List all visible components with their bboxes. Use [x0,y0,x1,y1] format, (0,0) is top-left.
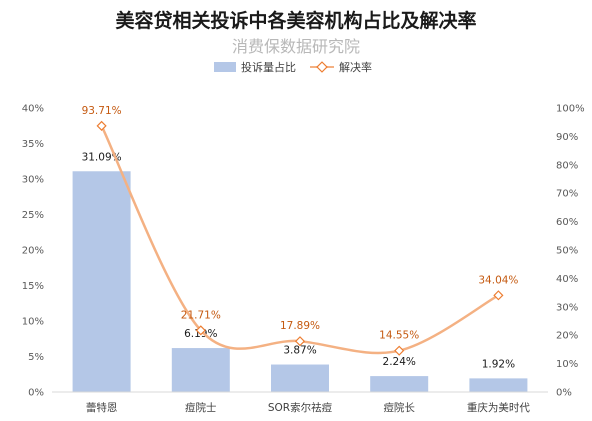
chart-subtitle: 消费保数据研究院 [232,37,360,56]
right-axis: 0% 10% 20% 30% 40% 50% 60% 70% 80% 90% 100% [556,104,585,399]
right-tick-label: 80% [556,160,578,171]
bar [370,376,429,392]
bar-value-label: 2.24% [383,356,416,368]
category-label: 重庆为美时代 [467,401,530,414]
bar-value-label: 31.09% [82,151,122,163]
left-tick-label: 0% [28,388,44,399]
line-value-label: 21.71% [181,309,221,321]
line-value-label: 17.89% [280,320,320,332]
right-tick-label: 40% [556,274,578,285]
right-tick-label: 20% [556,331,578,342]
bar [171,348,230,392]
category-axis: 蕾特恩 痘院士 SOR索尔祛痘 痘院长 重庆为美时代 [86,401,531,414]
bar [469,378,528,392]
bar-value-label: 3.87% [283,345,316,357]
category-label: SOR索尔祛痘 [268,401,333,414]
left-axis: 0% 5% 10% 15% 20% 25% 30% 35% 40% [22,104,44,399]
left-tick-label: 15% [22,281,44,292]
line-series: 93.71% 21.71% 17.89% 14.55% 34.04% [82,105,518,356]
right-tick-label: 90% [556,132,578,143]
line-value-label: 14.55% [379,330,419,342]
bar [72,171,131,392]
legend: 投诉量占比 解决率 [214,60,372,74]
left-tick-label: 30% [22,175,44,186]
line-marker [96,120,107,131]
left-tick-label: 20% [22,246,44,257]
right-tick-label: 0% [556,388,572,399]
resolution-rate-line [100,125,500,355]
legend-line-label: 解决率 [339,60,372,74]
chart-title: 美容贷相关投诉中各美容机构占比及解决率 [115,9,476,32]
line-marker [294,336,306,347]
bar [271,364,329,392]
category-label: 痘院士 [185,401,217,414]
legend-bar-label: 投诉量占比 [241,60,296,74]
line-marker [195,325,206,336]
left-tick-label: 10% [22,317,44,328]
legend-line-marker [316,61,328,73]
category-label: 蕾特恩 [86,401,118,414]
right-tick-label: 70% [556,189,578,200]
legend-bar-swatch [214,62,236,72]
right-tick-label: 100% [556,104,585,115]
left-tick-label: 40% [22,104,44,115]
right-tick-label: 10% [556,359,578,370]
line-value-label: 93.71% [82,105,122,117]
right-tick-label: 30% [556,302,578,313]
left-tick-label: 35% [22,139,44,150]
left-tick-label: 5% [28,352,44,363]
bar-value-label: 1.92% [482,358,515,370]
right-tick-label: 50% [556,246,578,257]
bar-series: 31.09%6.19%3.87%2.24%1.92% [72,151,528,392]
line-marker [394,345,405,356]
category-label: 痘院长 [383,401,415,414]
left-tick-label: 25% [22,210,44,221]
right-tick-label: 60% [556,217,578,228]
line-value-label: 34.04% [478,274,518,286]
line-marker [493,290,504,301]
